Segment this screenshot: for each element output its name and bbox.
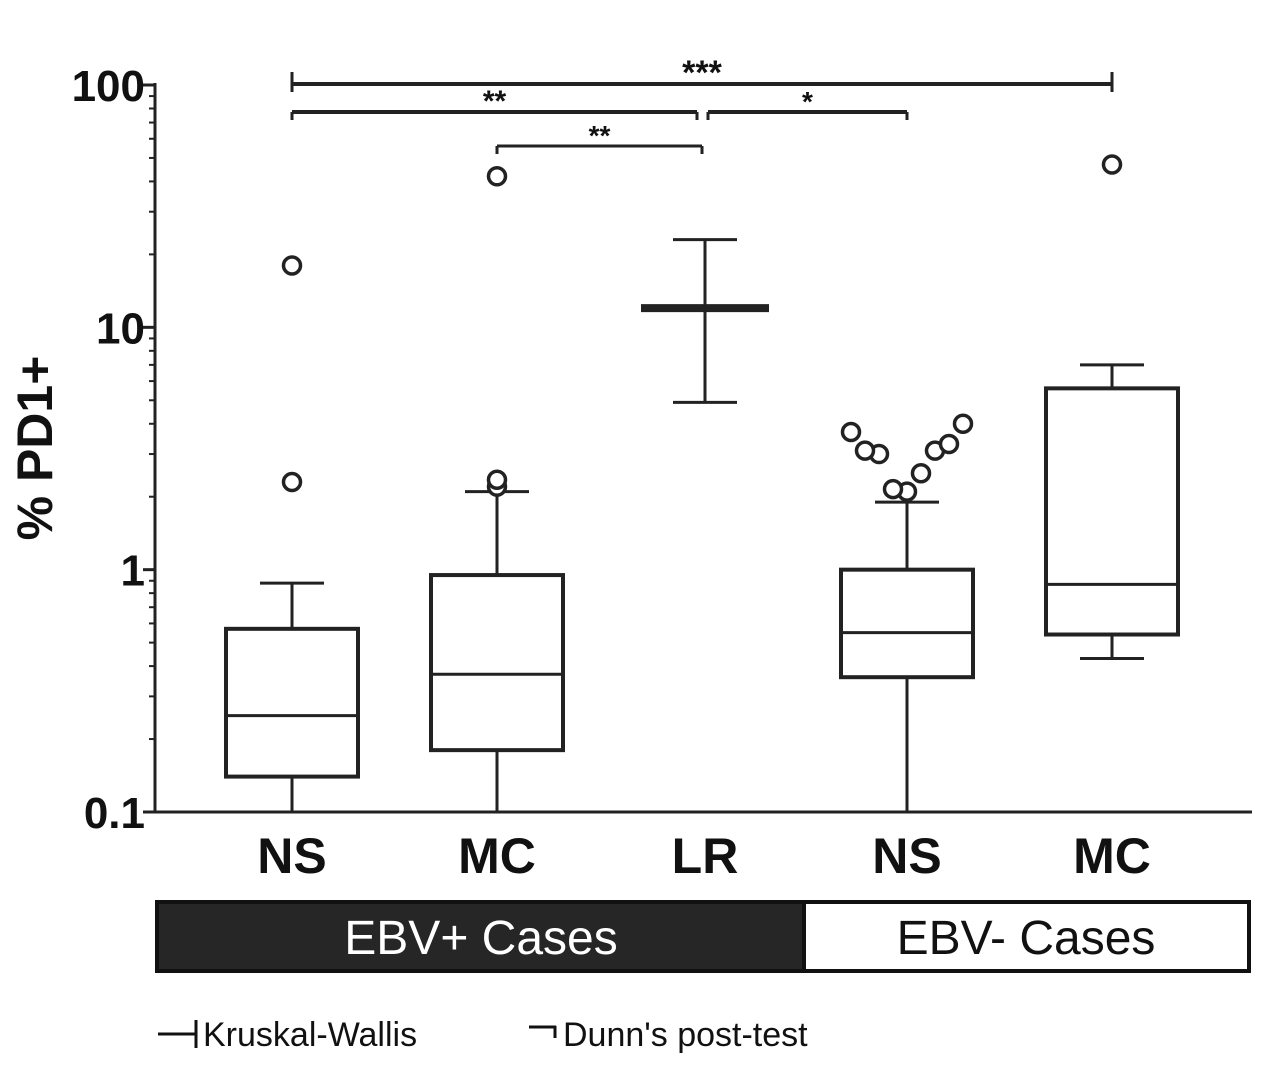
significance-bracket: ** [495,120,704,154]
outlier-point [840,421,862,443]
box-ns-ebv-neg [839,413,975,812]
box-iqr [224,626,360,779]
box-mc-ebv-pos [429,166,565,812]
significance-label: * [802,86,813,117]
legend-item-kruskal-wallis: Kruskal-Wallis [158,1016,417,1054]
x-tick-label: MC [458,828,536,884]
x-tick-label: NS [257,828,326,884]
outlier-point [910,462,932,484]
x-tick-label: MC [1073,828,1151,884]
group-label-ebv-neg: EBV- Cases [897,912,1156,965]
y-tick-label: 1 [121,547,145,596]
axes: 0.1 1 10 100 % PD1+ [7,62,1252,838]
group-bar: EBV+ Cases EBV- Cases [155,900,1251,973]
box-iqr [429,573,565,753]
box-mc-ebv-neg [1044,154,1180,660]
legend: Kruskal-Wallis Dunn's post-test [158,1016,808,1054]
outlier-point [854,440,876,461]
y-axis-title: % PD1+ [7,356,63,541]
significance-bracket: *** [290,54,1114,92]
significance-label: ** [483,85,507,118]
box-iqr [1044,386,1180,637]
group-ebv-pos [155,900,806,973]
outlier-point [281,471,303,493]
group-ebv-neg [802,900,1251,973]
outlier-point [281,255,303,276]
y-tick-label: 0.1 [84,789,145,838]
significance-label: *** [682,54,722,92]
outlier-point [486,166,508,187]
significance-brackets: ***** *** [290,54,1114,154]
outlier-point [1101,154,1123,175]
box-lr-ebv-pos [641,238,769,404]
box-iqr [839,567,975,680]
boxes [224,154,1180,812]
outlier-point [486,469,508,490]
x-tick-label: NS [872,828,941,884]
group-label-ebv-pos: EBV+ Cases [344,912,617,965]
x-tick-label: LR [672,828,739,884]
box-ns-ebv-pos [224,255,360,812]
y-tick-label: 10 [96,304,145,353]
significance-bracket: * [706,86,909,120]
significance-label: ** [589,120,611,151]
x-axis-labels: NS MC LR NS MC [257,828,1151,884]
outlier-point [938,433,960,455]
legend-label: Kruskal-Wallis [203,1016,417,1054]
outlier-point [952,413,974,435]
outlier-point [882,478,904,500]
legend-item-dunns-post-test: Dunn's post-test [529,1016,808,1054]
y-tick-label: 100 [72,62,145,111]
significance-bracket: ** [290,85,699,120]
legend-label: Dunn's post-test [563,1016,808,1054]
